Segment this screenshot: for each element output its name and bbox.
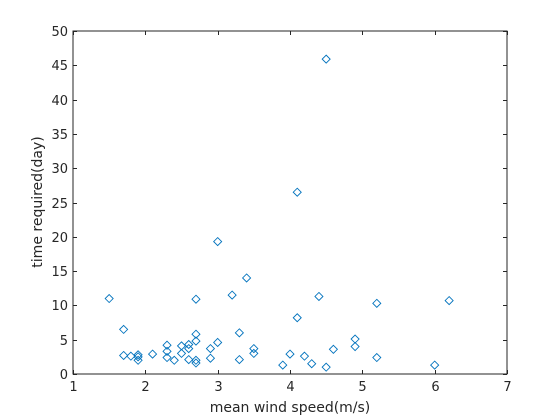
data-point [162,352,172,363]
data-point [285,349,295,359]
y-tick-label: 50 [51,25,68,40]
data-point [191,336,201,346]
x-tick-label: 4 [286,380,294,395]
x-tick-label: 1 [69,380,77,395]
data-point [176,348,187,359]
data-point [430,360,440,370]
data-point [133,350,143,360]
data-point [162,346,172,356]
data-point [321,54,331,64]
y-tick-label: 45 [51,59,68,74]
data-point [213,337,223,348]
x-axis-ticks: 1 2 3 4 5 6 7 [69,31,512,395]
y-tick-label: 35 [51,128,68,143]
data-point [147,349,158,359]
y-tick-label: 10 [51,299,68,314]
data-points [104,54,454,372]
data-point [184,354,194,365]
data-point [372,352,382,363]
x-axis-label: mean wind speed(m/s) [210,400,371,416]
data-point [350,341,360,352]
data-point [321,362,331,372]
data-point [234,354,245,365]
x-tick-label: 2 [141,380,149,395]
y-tick-label: 15 [51,265,68,280]
y-axis-ticks: 0 5 10 15 20 25 30 35 40 45 50 [51,25,507,383]
data-point [292,187,302,197]
x-tick-label: 6 [431,380,439,395]
x-tick-label: 7 [503,380,511,395]
data-point [444,295,454,306]
data-point [118,324,129,335]
data-point [314,291,324,302]
data-point [241,273,252,283]
data-point [162,340,172,350]
x-tick-label: 3 [214,380,222,395]
data-point [292,313,302,323]
data-point [205,343,216,354]
x-tick-label: 5 [358,380,366,395]
data-point [234,328,245,338]
data-point [227,290,237,300]
y-tick-label: 20 [51,231,68,246]
data-point [104,293,114,304]
y-tick-label: 0 [60,368,68,383]
data-point [191,355,201,365]
data-point [133,355,143,365]
data-point [328,344,339,354]
y-tick-label: 5 [60,334,68,349]
data-point [372,298,382,308]
data-point [299,351,310,361]
data-point [205,353,216,363]
data-point [191,294,201,304]
data-point [191,329,201,339]
data-point [133,352,143,362]
y-axis-label: time required(day) [30,136,46,267]
data-point [249,343,259,354]
data-point [307,359,317,369]
data-point [169,355,179,365]
y-tick-label: 30 [51,162,68,177]
data-point [278,360,288,370]
data-point [184,339,194,350]
y-tick-label: 40 [51,94,68,109]
data-point [118,350,129,361]
data-point [249,348,259,359]
y-tick-label: 25 [51,197,68,212]
data-point [213,236,223,247]
data-point [184,343,194,354]
